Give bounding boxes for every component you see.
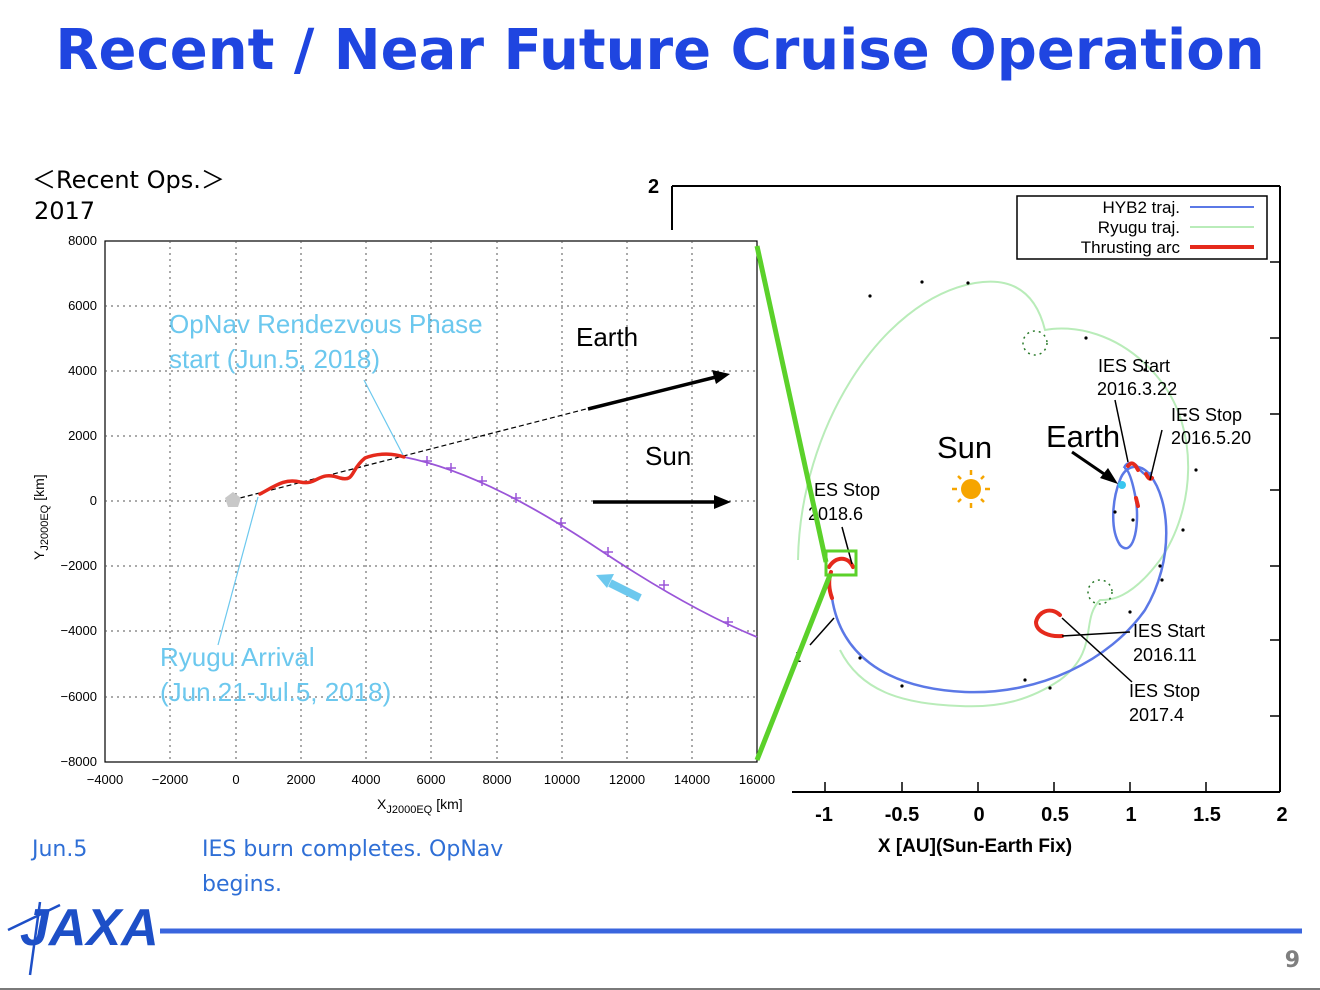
sun-direction-label: Sun [645, 441, 691, 471]
ies-start-2016-11-label: IES Start [1133, 621, 1205, 641]
left-x-tick: −2000 [152, 772, 189, 787]
legend-label-hyb2: HYB2 traj. [1103, 198, 1180, 217]
left-x-tick: 4000 [352, 772, 381, 787]
jaxa-logo: JAXA [7, 899, 159, 976]
left-x-tick: 6000 [417, 772, 446, 787]
left-y-tick: −8000 [60, 754, 97, 769]
ies-stop-2017-date: 2017.4 [1129, 705, 1184, 725]
right-y-top-tick: 2 [648, 176, 659, 198]
direction-arrow-icon [596, 574, 614, 588]
slide-title: Recent / Near Future Cruise Operation [55, 18, 1265, 83]
left-y-tick: 8000 [68, 233, 97, 248]
ies-stop-label: IES Stop [1171, 405, 1242, 425]
ies-start-label: IES Start [1098, 356, 1170, 376]
right-x-axis-label: X [AU](Sun-Earth Fix) [878, 836, 1072, 857]
approach-plot: −4000 −2000 0 2000 4000 6000 8000 10000 … [31, 233, 775, 816]
sun-icon [952, 470, 990, 508]
right-x-tick: -1 [815, 804, 833, 826]
ies-stop-date: 2016.5.20 [1171, 428, 1251, 448]
legend-label-ryugu: Ryugu traj. [1098, 218, 1180, 237]
zoom-connector-top [754, 245, 829, 563]
right-x-tick: 2 [1276, 804, 1287, 826]
left-y-axis-label: YJ2000EQ[km] [31, 474, 51, 560]
ryugu-arrival-date: (Jun.21-Jul.5, 2018) [160, 677, 391, 707]
zoom-box [824, 549, 858, 577]
ies-stop-2017-label: IES Stop [1129, 681, 1200, 701]
left-x-tick: −4000 [87, 772, 124, 787]
right-x-tick: 0.5 [1041, 804, 1069, 826]
ryugu-marker-icon [225, 492, 241, 507]
left-x-tick: 10000 [544, 772, 580, 787]
note-text-line1: IES burn completes. OpNav [202, 837, 504, 862]
left-y-tick: 2000 [68, 428, 97, 443]
left-x-tick: 12000 [609, 772, 645, 787]
ryugu-arrival-label: Ryugu Arrival [160, 642, 315, 672]
left-x-tick: 16000 [739, 772, 775, 787]
right-sun-label: Sun [937, 430, 992, 465]
right-earth-label: Earth [1046, 419, 1120, 454]
ies-start-2016-11-date: 2016.11 [1133, 645, 1197, 665]
right-x-tick: 1.5 [1193, 804, 1221, 826]
ies-stop-2018-label: ES Stop [814, 480, 880, 500]
right-x-tick: -0.5 [885, 804, 919, 826]
zoom-connector-bottom [754, 574, 833, 761]
right-x-tick: 0 [973, 804, 984, 826]
heliocentric-plot: HYB2 traj. Ryugu traj. Thrusting arc 2 -… [648, 176, 1288, 857]
opnav-phase-date: start (Jun.5, 2018) [169, 344, 380, 374]
left-x-tick: 8000 [483, 772, 512, 787]
page-number: 9 [1284, 948, 1300, 973]
left-y-tick: 0 [90, 493, 97, 508]
section-label: ＜Recent Ops.＞ [32, 166, 225, 194]
left-y-tick: −2000 [60, 558, 97, 573]
left-x-axis-label: XJ2000EQ [km] [377, 796, 463, 816]
earth-direction-label: Earth [576, 322, 638, 352]
opnav-phase-label: OpNav Rendezvous Phase [169, 309, 483, 339]
ies-start-date: 2016.3.22 [1097, 379, 1177, 399]
left-y-tick: −6000 [60, 689, 97, 704]
year-label: 2017 [34, 197, 96, 225]
jaxa-logo-text: JAXA [20, 899, 159, 957]
legend: HYB2 traj. Ryugu traj. Thrusting arc [1016, 195, 1268, 260]
ies-stop-2018-date: 2018.6 [808, 504, 863, 524]
left-x-tick: 2000 [287, 772, 316, 787]
note-date: Jun.5 [32, 837, 88, 862]
left-x-tick: 0 [232, 772, 239, 787]
left-x-tick: 14000 [674, 772, 710, 787]
left-y-tick: 6000 [68, 298, 97, 313]
left-y-tick: 4000 [68, 363, 97, 378]
legend-label-thrust: Thrusting arc [1081, 238, 1181, 257]
note-text-line2: begins. [202, 872, 282, 897]
right-x-tick: 1 [1125, 804, 1136, 826]
left-y-tick: −4000 [60, 623, 97, 638]
